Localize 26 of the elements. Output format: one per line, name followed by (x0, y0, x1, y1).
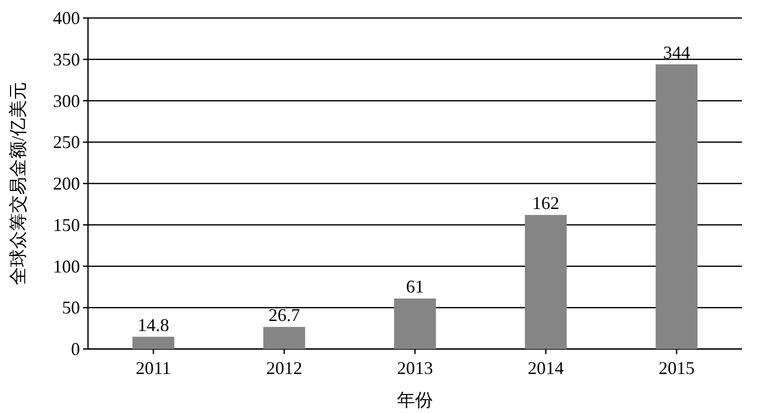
y-tick-label: 300 (53, 90, 80, 111)
x-axis-title: 年份 (397, 390, 433, 410)
x-tick-label: 2011 (136, 358, 172, 378)
data-label: 14.8 (138, 314, 170, 335)
y-tick-label: 400 (53, 8, 80, 28)
x-tick-label: 2012 (266, 358, 302, 378)
x-tick-label: 2013 (397, 358, 433, 378)
y-tick-label: 200 (53, 174, 80, 194)
bar (394, 298, 436, 349)
bar (656, 64, 698, 349)
y-tick-label: 0 (71, 339, 80, 359)
bar (263, 326, 306, 349)
data-label: 344 (663, 42, 690, 62)
y-tick-label: 150 (53, 214, 80, 235)
data-label: 26.7 (268, 304, 300, 325)
data-label: 162 (532, 192, 560, 213)
bar (132, 336, 174, 349)
y-tick-label: 50 (62, 298, 80, 318)
data-label: 61 (406, 276, 424, 297)
y-tick-label: 250 (53, 132, 80, 152)
y-tick-label: 100 (53, 256, 80, 276)
x-tick-label: 2015 (658, 358, 695, 378)
y-axis-title: 全球众筹交易金额/亿美元 (8, 82, 28, 286)
x-tick-label: 2014 (528, 358, 564, 378)
y-tick-label: 350 (53, 49, 80, 70)
bar (524, 214, 567, 349)
